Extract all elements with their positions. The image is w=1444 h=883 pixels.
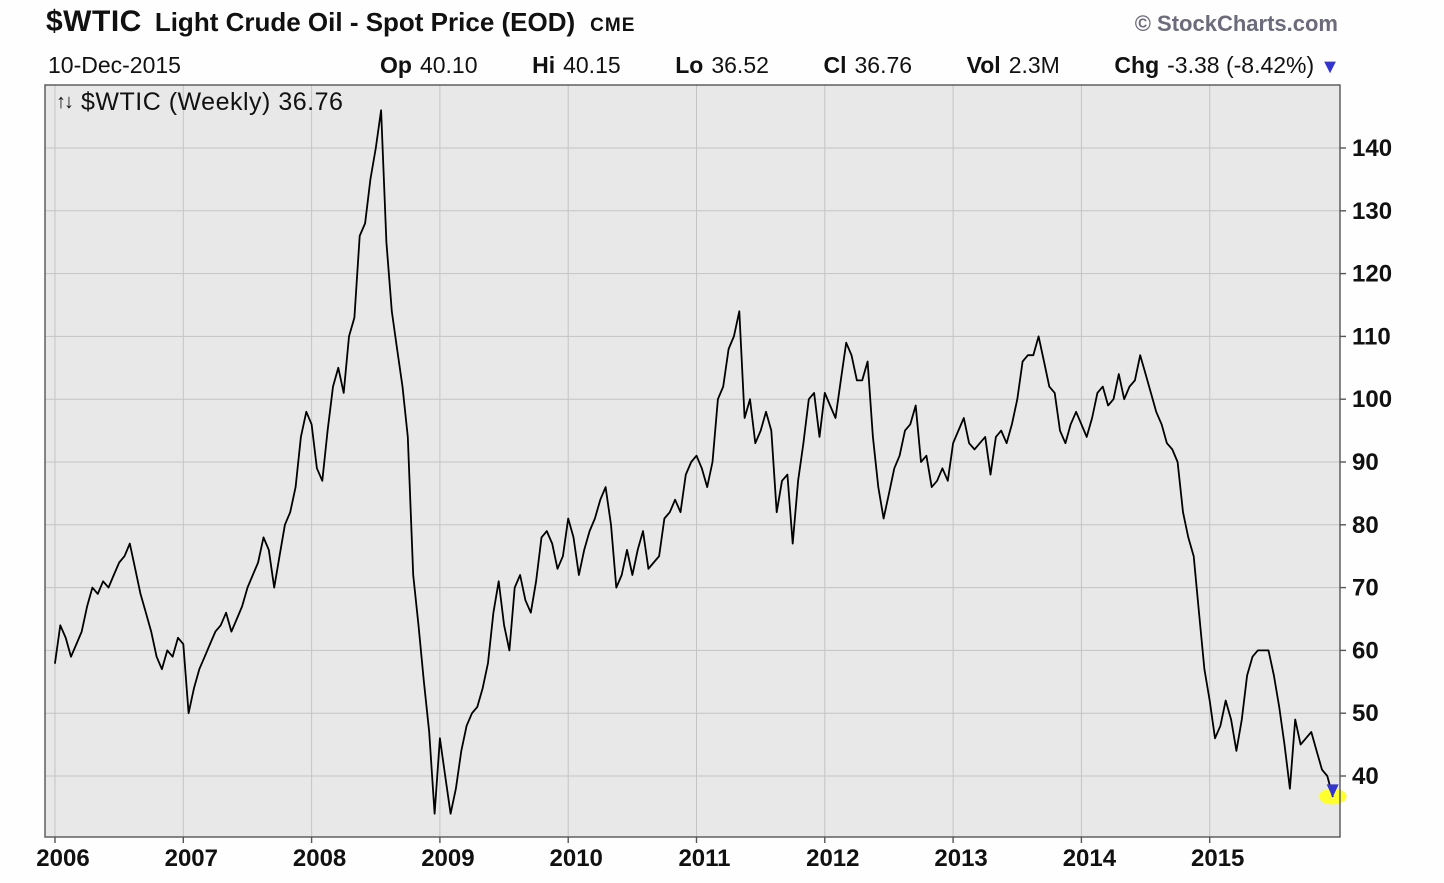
- y-axis-label: 40: [1352, 763, 1379, 790]
- gridlines: [45, 85, 1340, 837]
- last-point-arrow-icon: [1326, 784, 1339, 798]
- change-label: Chg: [1114, 52, 1160, 78]
- chart-header: $WTIC Light Crude Oil - Spot Price (EOD)…: [46, 5, 1338, 39]
- y-axis-label: 120: [1352, 261, 1392, 288]
- y-axis-label: 100: [1352, 386, 1392, 413]
- ticker-symbol: $WTIC: [46, 5, 142, 38]
- quote-bar: 10-Dec-2015 Op 40.10 Hi 40.15 Lo 36.52 Cl 36…: [48, 52, 1340, 79]
- y-axis-label: 50: [1352, 700, 1379, 727]
- x-axis-label: 2009: [421, 845, 474, 872]
- x-axis-label: 2015: [1191, 845, 1244, 872]
- x-axis-label: 2008: [293, 845, 346, 872]
- updown-arrows-icon: ↑↓: [56, 91, 74, 113]
- y-axis-label: 130: [1352, 198, 1392, 225]
- quote-date: 10-Dec-2015: [48, 52, 181, 78]
- chart-title: Light Crude Oil - Spot Price (EOD): [154, 7, 576, 37]
- open-readout: Op 40.10: [380, 52, 478, 79]
- high-label: Hi: [532, 52, 556, 78]
- x-axis-label: 2006: [36, 845, 89, 872]
- y-axis-label: 70: [1352, 575, 1379, 602]
- low-readout: Lo 36.52: [675, 52, 769, 79]
- close-label: Cl: [823, 52, 847, 78]
- change-readout: Chg -3.38 (-8.42%) ▼: [1114, 52, 1340, 79]
- low-label: Lo: [675, 52, 704, 78]
- change-value: -3.38 (-8.42%): [1167, 52, 1315, 78]
- close-value: 36.76: [854, 52, 913, 78]
- price-line: [54, 109, 1334, 815]
- y-axis-label: 110: [1352, 323, 1391, 350]
- low-value: 36.52: [711, 52, 769, 78]
- x-axis-label: 2012: [806, 845, 859, 872]
- volume-value: 2.3M: [1008, 52, 1060, 78]
- x-axis-label: 2007: [165, 845, 218, 872]
- volume-readout: Vol 2.3M: [967, 52, 1060, 79]
- y-axis-label: 140: [1352, 135, 1392, 162]
- axis-ticks: [54, 147, 1346, 843]
- x-axis-labels: 2006 2007 2008 2009 2010 2011 2012 2013 2014 2015: [36, 845, 1244, 872]
- volume-label: Vol: [966, 52, 1001, 78]
- x-axis-label: 2010: [550, 845, 603, 872]
- close-readout: Cl 36.76: [823, 52, 912, 79]
- chart-overlay-label: ↑↓ $WTIC (Weekly) 36.76: [56, 88, 343, 117]
- high-value: 40.15: [563, 52, 621, 78]
- x-axis-label: 2014: [1063, 845, 1117, 872]
- ohlc-readout: Op 40.10 Hi 40.15 Lo 36.52 Cl 36.76 Vol 2.3M …: [380, 52, 1340, 79]
- open-label: Op: [380, 52, 412, 78]
- x-axis-label: 2011: [678, 845, 730, 872]
- down-triangle-icon: ▼: [1320, 56, 1340, 78]
- overlay-text: $WTIC (Weekly) 36.76: [81, 88, 344, 116]
- y-axis-label: 80: [1352, 512, 1379, 539]
- y-axis-label: 60: [1352, 637, 1379, 664]
- y-axis-labels: 40 50 60 70 80 90 100 110 120 130 140: [1352, 135, 1392, 790]
- high-readout: Hi 40.15: [532, 52, 621, 79]
- x-axis-label: 2013: [934, 845, 987, 872]
- stockcharts-copyright: © StockCharts.com: [1134, 11, 1338, 36]
- y-axis-label: 90: [1352, 449, 1379, 476]
- open-value: 40.10: [419, 52, 478, 78]
- plot-border: [44, 84, 1341, 838]
- exchange-label: CME: [590, 15, 636, 36]
